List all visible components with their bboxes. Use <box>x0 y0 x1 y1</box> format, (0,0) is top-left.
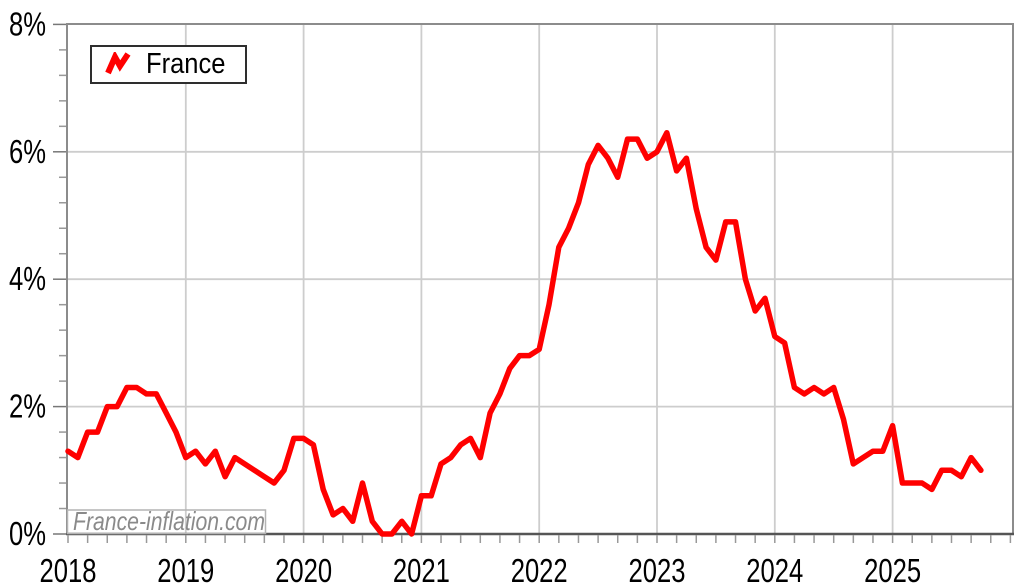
x-axis-label-2024: 2024 <box>746 552 803 585</box>
legend-label: France <box>146 48 226 80</box>
y-axis-label-0%: 0% <box>9 515 46 552</box>
y-axis-label-2%: 2% <box>9 388 46 425</box>
x-axis-label-2022: 2022 <box>511 552 568 585</box>
y-axis-label-8%: 8% <box>9 5 46 42</box>
x-axis-label-2018: 2018 <box>40 552 97 585</box>
x-axis-label-2023: 2023 <box>629 552 686 585</box>
watermark-box <box>66 509 267 535</box>
gridlines <box>67 24 1013 534</box>
axis-ticks <box>53 23 1012 543</box>
y-axis-label-6%: 6% <box>9 133 46 170</box>
france-inflation-line <box>65 129 984 537</box>
x-axis-label-2025: 2025 <box>864 552 921 585</box>
legend: France <box>90 45 247 84</box>
france-series-icon <box>105 52 131 75</box>
x-axis-label-2021: 2021 <box>393 552 450 585</box>
axis-labels: 0% 2% 4% 6% 8% 2018 2019 2020 2021 2022 2023 2024 20… <box>9 5 921 585</box>
y-axis-label-4%: 4% <box>9 260 46 297</box>
x-axis-label-2019: 2019 <box>157 552 214 585</box>
x-axis-label-2020: 2020 <box>275 552 332 585</box>
watermark-text: France-inflation.com <box>73 506 265 536</box>
